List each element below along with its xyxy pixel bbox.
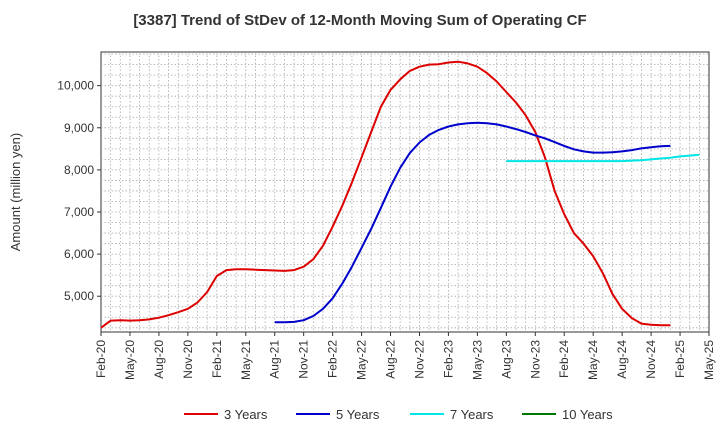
plot-background	[100, 51, 710, 333]
x-tick-label: Feb-22	[326, 340, 340, 378]
series-line	[100, 60, 671, 329]
grid-lines	[101, 52, 709, 332]
x-tick-label: Feb-23	[441, 340, 455, 378]
x-tick-label: May-25	[702, 340, 716, 380]
legend-label: 10 Years	[562, 407, 613, 422]
series-lines	[100, 60, 700, 329]
y-axis-title: Amount (million yen)	[8, 133, 23, 252]
legend-label: 7 Years	[450, 407, 494, 422]
x-axis-ticks: Feb-20 May-20 Aug-20 Nov-20 Feb-21 May-21 Aug-…	[94, 332, 716, 380]
y-tick-label: 8,000	[64, 163, 94, 177]
x-tick-label: Aug-22	[384, 340, 398, 379]
x-tick-label: Feb-21	[210, 340, 224, 378]
series-line	[274, 121, 671, 324]
x-tick-label: Nov-22	[412, 340, 426, 379]
x-tick-label: Nov-23	[528, 340, 542, 379]
y-tick-label: 6,000	[64, 247, 94, 261]
y-tick-label: 7,000	[64, 205, 94, 219]
x-tick-label: Feb-20	[94, 340, 108, 378]
x-tick-label: Nov-20	[181, 340, 195, 379]
x-tick-label: May-22	[355, 340, 369, 380]
x-tick-label: May-21	[239, 340, 253, 380]
x-tick-label: Aug-21	[268, 340, 282, 379]
y-tick-label: 10,000	[57, 79, 94, 93]
x-tick-label: Feb-25	[673, 340, 687, 378]
x-tick-label: May-20	[123, 340, 137, 380]
legend-label: 5 Years	[336, 407, 380, 422]
series-line	[506, 153, 700, 163]
chart-title: [3387] Trend of StDev of 12-Month Moving…	[133, 12, 587, 29]
x-tick-label: Aug-24	[615, 340, 629, 379]
legend: 3 Years 5 Years 7 Years 10 Years	[184, 407, 613, 422]
y-tick-label: 9,000	[64, 121, 94, 135]
x-tick-label: May-23	[470, 340, 484, 380]
x-tick-label: Aug-20	[152, 340, 166, 379]
x-tick-label: May-24	[586, 340, 600, 380]
y-axis-ticks: 5,000 6,000 7,000 8,000 9,000 10,000	[57, 79, 101, 303]
y-tick-label: 5,000	[64, 289, 94, 303]
x-tick-label: Feb-24	[557, 340, 571, 378]
x-tick-label: Nov-24	[644, 340, 658, 379]
x-tick-label: Aug-23	[499, 340, 513, 379]
legend-label: 3 Years	[224, 407, 268, 422]
x-tick-label: Nov-21	[297, 340, 311, 379]
